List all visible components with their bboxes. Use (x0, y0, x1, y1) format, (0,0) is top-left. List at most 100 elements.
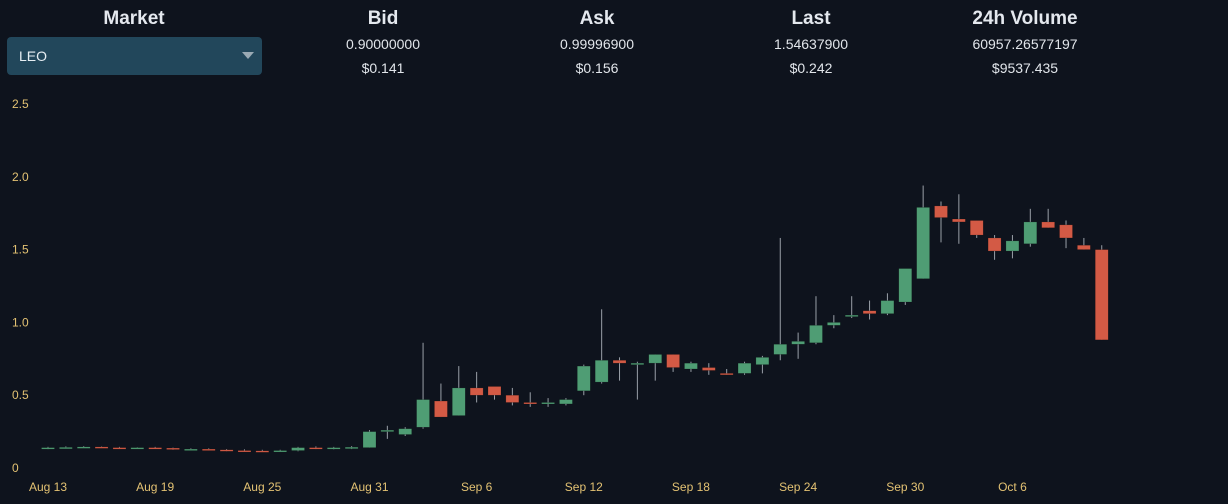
candle-body (1005, 240, 1020, 252)
candle-body (398, 428, 412, 435)
candle[interactable] (398, 427, 412, 436)
market-select[interactable]: LEO (7, 37, 262, 75)
candle[interactable] (362, 430, 377, 448)
candle[interactable] (844, 296, 859, 319)
candle[interactable] (969, 220, 984, 238)
candle-body (719, 373, 734, 376)
candle-body (505, 394, 520, 403)
candlestick-chart[interactable]: 0 0.5 1.0 1.5 2.0 2.5 Aug 13 Aug 19 Aug 25 Aug 3… (0, 95, 1228, 504)
candle[interactable] (380, 425, 395, 439)
candle[interactable] (273, 449, 287, 453)
candle[interactable] (291, 446, 305, 452)
candle[interactable] (952, 194, 966, 244)
market-column: Market (6, 0, 262, 32)
candle[interactable] (469, 371, 484, 403)
candle-body (773, 343, 788, 355)
candle[interactable] (219, 449, 234, 452)
candle[interactable] (773, 237, 788, 361)
x-tick-label: Aug 25 (243, 480, 281, 494)
candle[interactable] (594, 309, 609, 384)
last-value: 1.54637900 (774, 36, 848, 52)
candle[interactable] (112, 446, 127, 450)
candle-body (380, 429, 395, 432)
candle[interactable] (523, 392, 537, 407)
last-usd: $0.242 (789, 60, 833, 76)
candle[interactable] (76, 446, 91, 449)
candle[interactable] (684, 361, 698, 372)
candle[interactable] (880, 293, 895, 316)
candle[interactable] (505, 387, 520, 406)
candle-body (201, 448, 216, 451)
candle[interactable] (434, 383, 448, 418)
candle[interactable] (755, 355, 770, 374)
candle-body (523, 402, 537, 405)
candle[interactable] (184, 448, 198, 451)
bid-value: 0.90000000 (346, 36, 420, 52)
candle-body (344, 446, 359, 449)
candle[interactable] (201, 448, 216, 451)
candle[interactable] (916, 185, 930, 279)
candle[interactable] (130, 447, 145, 450)
candle-body (987, 237, 1002, 252)
candle[interactable] (487, 386, 502, 400)
candle[interactable] (630, 361, 645, 400)
candle[interactable] (898, 268, 913, 305)
candle-body (76, 446, 91, 449)
candle[interactable] (827, 315, 841, 329)
x-tick-label: Sep 24 (779, 480, 817, 494)
candle[interactable] (94, 446, 109, 449)
ask-label: Ask (579, 8, 615, 29)
candle[interactable] (344, 446, 359, 450)
candle[interactable] (719, 368, 734, 376)
y-tick-label: 0.5 (12, 388, 29, 402)
candle[interactable] (1005, 235, 1020, 259)
candle[interactable] (166, 447, 180, 450)
candle[interactable] (309, 446, 323, 450)
candle-body (541, 402, 555, 405)
candle[interactable] (1094, 245, 1109, 341)
volume-usd: $9537.435 (991, 60, 1059, 76)
candle[interactable] (148, 446, 162, 450)
candle-body (130, 447, 145, 450)
candle[interactable] (577, 364, 591, 396)
bid-label: Bid (367, 8, 399, 29)
candle[interactable] (1059, 220, 1073, 249)
candle[interactable] (666, 354, 680, 372)
candle[interactable] (612, 357, 627, 381)
candle[interactable] (541, 398, 555, 407)
candle[interactable] (1041, 208, 1055, 229)
candle[interactable] (327, 446, 341, 450)
candle[interactable] (1077, 237, 1091, 250)
candle[interactable] (791, 332, 805, 359)
candle[interactable] (559, 398, 573, 406)
candle[interactable] (809, 296, 823, 345)
candle[interactable] (41, 446, 55, 450)
candle[interactable] (452, 366, 466, 416)
candle[interactable] (59, 446, 73, 450)
candle-body (666, 354, 680, 368)
candle[interactable] (737, 361, 752, 375)
candle[interactable] (255, 449, 270, 453)
candle[interactable] (987, 235, 1002, 260)
candle[interactable] (1023, 208, 1038, 247)
candle[interactable] (416, 342, 430, 429)
candle-body (827, 322, 841, 326)
candle[interactable] (934, 201, 948, 243)
candle[interactable] (237, 449, 252, 453)
candle[interactable] (862, 300, 877, 320)
y-tick-label: 2.5 (12, 97, 29, 111)
y-tick-label: 1.0 (12, 315, 29, 329)
bid-column: Bid 0.90000000 $0.141 (283, 0, 483, 80)
last-column: Last 1.54637900 $0.242 (711, 0, 911, 80)
bid-usd: $0.141 (361, 60, 405, 76)
candle[interactable] (648, 354, 662, 381)
candle-body (166, 447, 180, 450)
volume-column: 24h Volume 60957.26577197 $9537.435 (925, 0, 1125, 80)
chevron-down-icon[interactable] (242, 52, 254, 59)
candle-body (737, 362, 752, 374)
candle-body (630, 362, 645, 365)
candle-body (255, 450, 270, 453)
candle-body (1041, 221, 1055, 229)
candle-body (755, 357, 770, 365)
candle[interactable] (702, 363, 716, 375)
